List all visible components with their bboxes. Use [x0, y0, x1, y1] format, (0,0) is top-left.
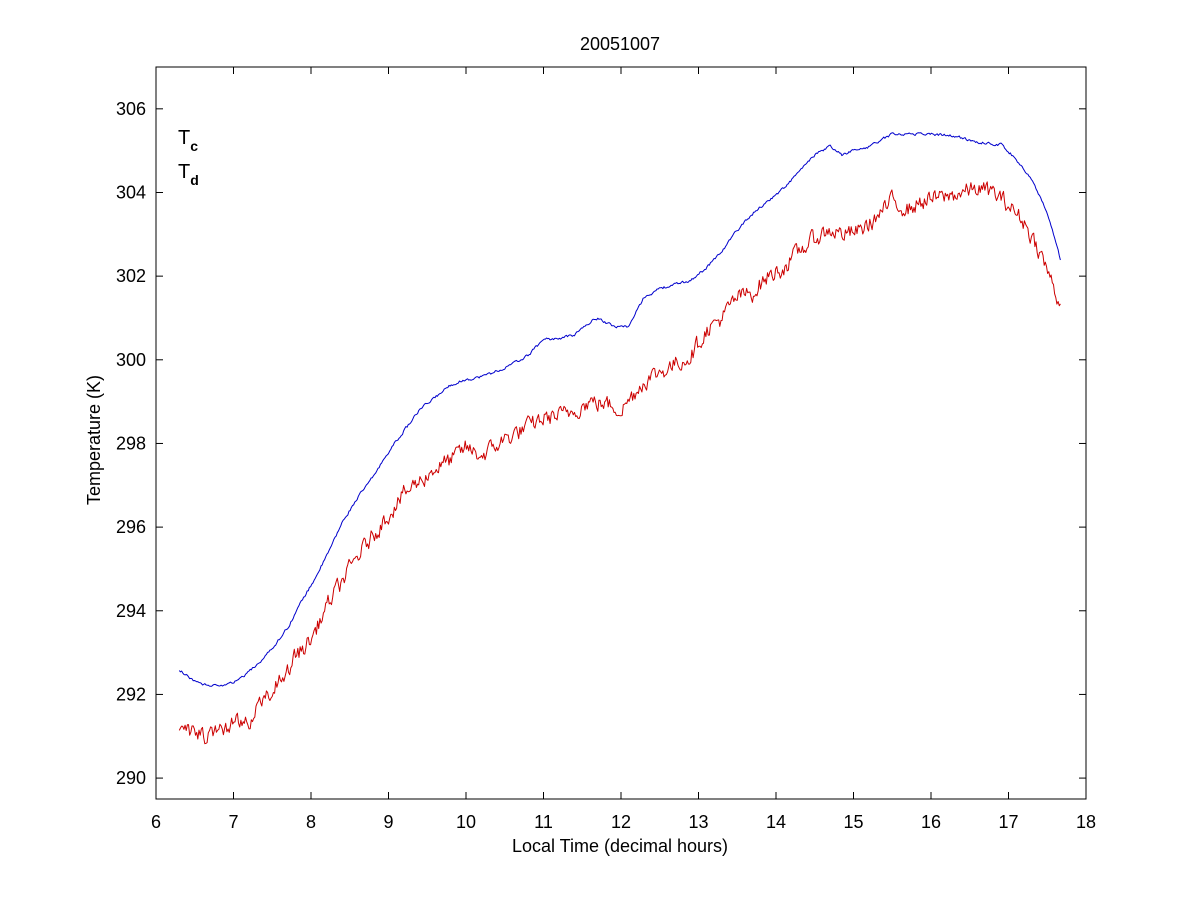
x-tick-label: 11 — [534, 812, 553, 832]
y-tick-label: 304 — [116, 182, 146, 202]
y-tick-label: 302 — [116, 266, 146, 286]
series-line-1 — [178, 132, 1061, 687]
x-tick-label: 6 — [151, 812, 161, 832]
x-tick-label: 16 — [921, 812, 941, 832]
legend-symbol: T — [178, 127, 190, 149]
x-tick-label: 8 — [306, 812, 316, 832]
legend-subscript: c — [190, 138, 198, 154]
x-tick-label: 12 — [611, 812, 631, 832]
y-tick-label: 290 — [116, 768, 146, 788]
legend-item-2: Td — [178, 161, 199, 188]
legend-item-1: Tc — [178, 127, 198, 154]
x-tick-label: 14 — [766, 812, 786, 832]
x-tick-label: 9 — [383, 812, 393, 832]
legend-symbol: T — [178, 161, 190, 183]
y-tick-label: 296 — [116, 517, 146, 537]
y-axis-label: Temperature (K) — [84, 375, 104, 505]
series-line-2 — [178, 181, 1061, 745]
x-axis-label: Local Time (decimal hours) — [512, 836, 728, 856]
legend-subscript: d — [190, 172, 199, 188]
chart-title: 20051007 — [580, 34, 660, 54]
y-tick-label: 292 — [116, 684, 146, 704]
y-tick-label: 294 — [116, 601, 146, 621]
y-tick-label: 298 — [116, 433, 146, 453]
x-tick-label: 10 — [456, 812, 476, 832]
x-tick-label: 7 — [228, 812, 238, 832]
x-tick-label: 15 — [843, 812, 863, 832]
x-tick-label: 13 — [688, 812, 708, 832]
x-tick-label: 17 — [998, 812, 1018, 832]
y-tick-label: 300 — [116, 350, 146, 370]
y-tick-label: 306 — [116, 99, 146, 119]
x-tick-label: 18 — [1076, 812, 1096, 832]
